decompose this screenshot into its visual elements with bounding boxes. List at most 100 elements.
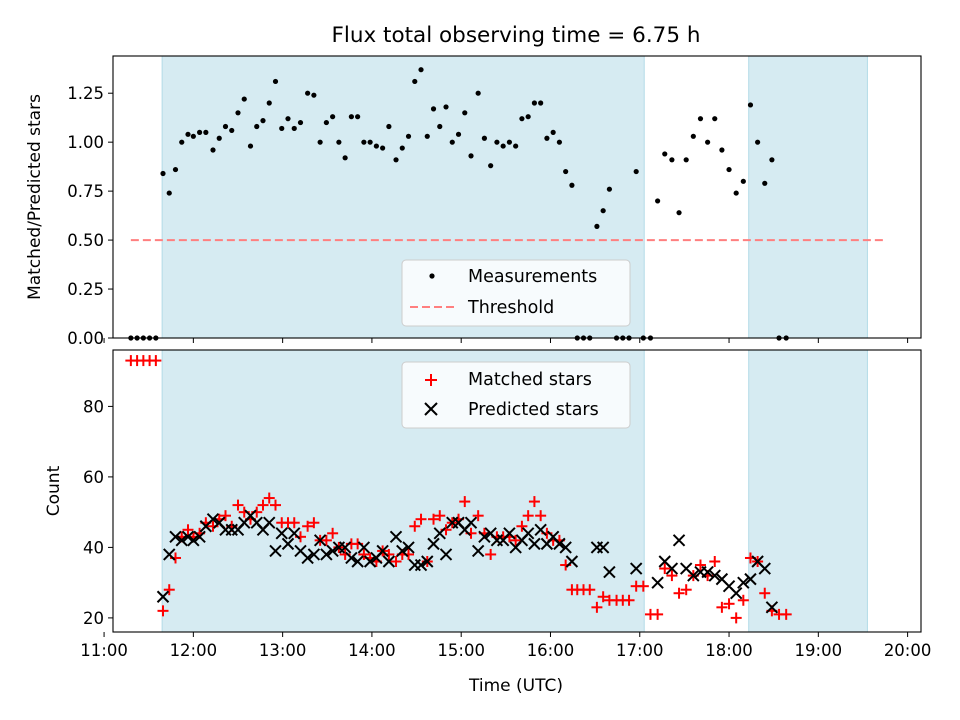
top-panel: 0.00 0.25 0.50 0.75 1.00 1.25 Matched/Predict… xyxy=(25,55,922,348)
measurement-point xyxy=(361,139,367,145)
matched-star-point xyxy=(716,601,728,613)
predicted-star-point xyxy=(382,555,396,568)
measurement-point xyxy=(373,143,379,149)
measurement-point xyxy=(563,168,569,175)
measurement-point xyxy=(475,90,481,96)
top-y-axis-label: Matched/Predicted stars xyxy=(25,94,45,300)
measurement-points xyxy=(128,67,789,341)
measurement-point xyxy=(633,168,639,175)
chart-title: Flux total observing time = 6.75 h xyxy=(332,23,701,48)
x-tick-label: 15:00 xyxy=(437,641,485,660)
matched-star-point xyxy=(535,510,547,522)
measurement-point xyxy=(399,145,405,151)
predicted-star-point xyxy=(206,512,220,526)
top-y-tick-label: 0.25 xyxy=(67,280,104,299)
matched-star-point xyxy=(302,520,314,532)
predicted-star-point xyxy=(665,562,679,575)
measurement-point xyxy=(247,143,254,149)
matched-star-point xyxy=(780,608,792,620)
measurement-point xyxy=(690,133,696,139)
measurement-point xyxy=(740,178,746,184)
measurement-point xyxy=(762,180,768,186)
measurement-point xyxy=(266,100,272,106)
measurement-point xyxy=(222,123,229,130)
measurement-point xyxy=(291,125,297,132)
measurement-point xyxy=(380,145,386,151)
measurement-point xyxy=(342,155,348,161)
measurement-point xyxy=(305,90,311,96)
predicted-star-point xyxy=(744,572,757,586)
measurement-point xyxy=(272,78,279,85)
predicted-star-point xyxy=(313,534,327,547)
bot-shaded-region-1 xyxy=(748,349,868,633)
top-axes-frame xyxy=(112,55,922,339)
bottom-y-axis-label: Count xyxy=(44,465,64,516)
predicted-star-point xyxy=(338,541,352,554)
x-tick-label: 18:00 xyxy=(705,641,753,660)
measurement-point xyxy=(216,135,222,141)
measurement-point xyxy=(418,67,424,73)
predicted-star-point xyxy=(765,601,779,614)
matched-star-point xyxy=(409,520,421,532)
measurement-point xyxy=(160,170,166,177)
matched-star-point xyxy=(485,548,497,560)
measurement-point xyxy=(386,123,392,130)
predicted-stars-points xyxy=(156,509,779,614)
measurement-point xyxy=(733,190,739,196)
measurement-point xyxy=(468,153,474,159)
matched-star-point xyxy=(516,520,528,532)
predicted-star-point xyxy=(503,527,516,540)
measurement-point xyxy=(513,143,519,149)
measurement-point xyxy=(556,139,563,145)
bottom-legend: Matched stars Predicted stars xyxy=(401,361,631,429)
matched-star-point xyxy=(597,591,609,603)
predicted-star-point xyxy=(758,562,771,575)
measurement-point xyxy=(393,157,399,163)
predicted-star-point xyxy=(269,544,282,558)
measurement-point xyxy=(705,139,711,145)
measurement-point xyxy=(235,110,241,116)
matched-star-point xyxy=(472,510,484,522)
x-tick-label: 17:00 xyxy=(616,641,664,660)
measurement-point xyxy=(179,139,185,145)
matched-star-point xyxy=(666,570,678,582)
matched-star-point xyxy=(390,556,402,567)
matched-star-point xyxy=(459,496,471,508)
predicted-star-point xyxy=(357,541,371,554)
measurement-point xyxy=(412,78,418,85)
predicted-star-point xyxy=(708,569,721,582)
matched-star-point xyxy=(182,524,194,536)
matched-star-point xyxy=(528,496,540,508)
matched-star-point xyxy=(320,534,332,546)
measurement-point xyxy=(430,106,437,112)
predicted-star-point xyxy=(672,534,686,547)
predicted-star-point xyxy=(427,537,440,551)
matched-star-point xyxy=(157,605,169,617)
measurement-point xyxy=(336,139,342,145)
measurement-point xyxy=(538,100,544,106)
matched-star-point xyxy=(591,601,603,613)
measurement-point xyxy=(311,92,317,98)
predicted-star-point xyxy=(169,530,182,544)
legend-matched-label: Matched stars xyxy=(468,370,592,390)
matched-star-point xyxy=(257,499,269,511)
top-axis-ticks: 0.00 0.25 0.50 0.75 1.00 1.25 xyxy=(67,84,909,348)
matched-star-point xyxy=(694,559,706,571)
measurement-point xyxy=(600,208,606,214)
measurement-point xyxy=(531,100,538,106)
x-tick-label: 16:00 xyxy=(527,641,575,660)
measurement-point xyxy=(348,114,354,120)
measurement-point xyxy=(481,135,488,141)
matched-star-point xyxy=(269,499,281,511)
predicted-star-point xyxy=(729,587,743,600)
matched-star-point xyxy=(428,513,440,525)
top-y-tick-label: 0.75 xyxy=(67,182,104,201)
measurement-point xyxy=(323,119,329,126)
predicted-star-point xyxy=(603,565,616,579)
predicted-star-point xyxy=(345,551,358,565)
predicted-star-point xyxy=(421,555,434,568)
matched-star-point xyxy=(709,556,721,567)
matched-star-point xyxy=(150,355,162,367)
x-tick-label: 12:00 xyxy=(170,641,218,660)
